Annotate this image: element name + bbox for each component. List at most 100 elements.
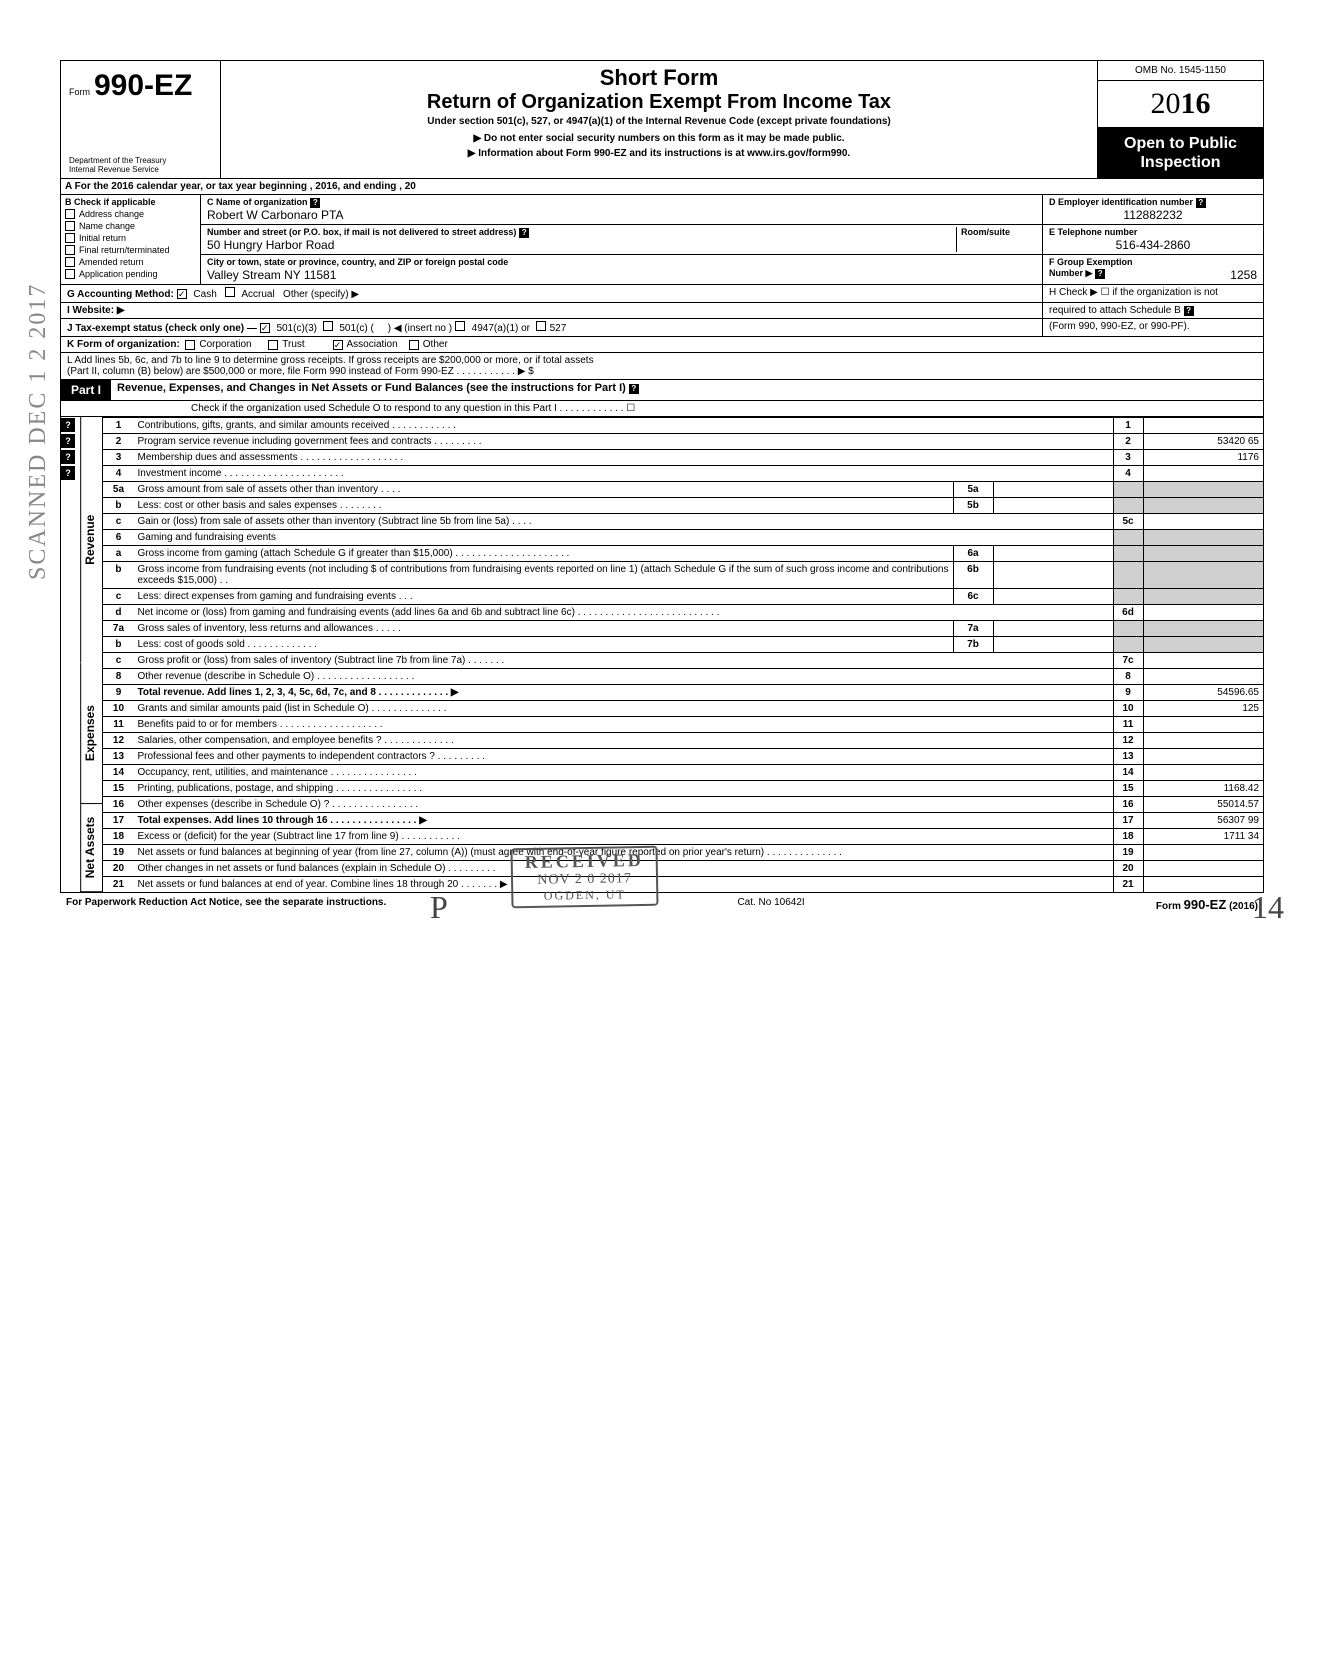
check-name-change[interactable]: Name change bbox=[65, 221, 196, 231]
line-number: c bbox=[103, 653, 133, 669]
col-def: D Employer identification number ? 11288… bbox=[1043, 195, 1263, 284]
check-4947[interactable] bbox=[455, 321, 465, 331]
sub-line-number: 6a bbox=[953, 546, 993, 562]
scanned-stamp: SCANNED DEC 1 2 2017 bbox=[25, 283, 52, 580]
line-value bbox=[1143, 877, 1263, 893]
table-row: cGain or (loss) from sale of assets othe… bbox=[103, 514, 1263, 530]
line-ref-number: 8 bbox=[1113, 669, 1143, 685]
line-ref-number: 20 bbox=[1113, 861, 1143, 877]
form-header-right: OMB No. 1545-1150 2016 Open to Public In… bbox=[1098, 61, 1263, 178]
line-number: 16 bbox=[103, 797, 133, 813]
line-value-shaded bbox=[1143, 498, 1263, 514]
check-schedule-o: Check if the organization used Schedule … bbox=[60, 401, 1264, 417]
sub-line-value bbox=[993, 482, 1113, 498]
line-value bbox=[1143, 669, 1263, 685]
line-number: 7a bbox=[103, 621, 133, 637]
check-pending[interactable]: Application pending bbox=[65, 269, 196, 279]
row-h: H Check ▶ ☐ if the organization is not bbox=[1043, 285, 1263, 302]
line-ref-shaded bbox=[1113, 589, 1143, 605]
line-description: Total revenue. Add lines 1, 2, 3, 4, 5c,… bbox=[133, 685, 1113, 701]
line-description: Gross sales of inventory, less returns a… bbox=[133, 621, 953, 637]
line-description: Program service revenue including govern… bbox=[133, 434, 1113, 450]
check-501c[interactable] bbox=[323, 321, 333, 331]
row-a-tax-year: A For the 2016 calendar year, or tax yea… bbox=[60, 179, 1264, 195]
row-i-website: I Website: ▶ bbox=[61, 303, 1043, 318]
check-501c3[interactable]: ✓ bbox=[260, 323, 270, 333]
line-description: Other changes in net assets or fund bala… bbox=[133, 861, 1113, 877]
footer-center: Cat. No 10642I bbox=[737, 897, 804, 912]
line-value: 1168.42 bbox=[1143, 781, 1263, 797]
line-number: 21 bbox=[103, 877, 133, 893]
check-527[interactable] bbox=[536, 321, 546, 331]
table-row: 18Excess or (deficit) for the year (Subt… bbox=[103, 829, 1263, 845]
sub-line-value bbox=[993, 621, 1113, 637]
table-row: bLess: cost of goods sold . . . . . . . … bbox=[103, 637, 1263, 653]
line-ref-shaded bbox=[1113, 498, 1143, 514]
table-row: 20Other changes in net assets or fund ba… bbox=[103, 861, 1263, 877]
line-value: 56307 99 bbox=[1143, 813, 1263, 829]
line-value-shaded bbox=[1143, 637, 1263, 653]
line-number: 19 bbox=[103, 845, 133, 861]
check-corp[interactable] bbox=[185, 340, 195, 350]
check-amended[interactable]: Amended return bbox=[65, 257, 196, 267]
check-initial-return[interactable]: Initial return bbox=[65, 233, 196, 243]
line-ref-number: 16 bbox=[1113, 797, 1143, 813]
section-expenses: Expenses bbox=[80, 663, 102, 804]
room-label: Room/suite bbox=[961, 227, 1010, 237]
form-header-center: Short Form Return of Organization Exempt… bbox=[221, 61, 1098, 178]
line-number: b bbox=[103, 562, 133, 589]
check-other[interactable] bbox=[409, 340, 419, 350]
form-header: Form 990-EZ Department of the Treasury I… bbox=[60, 60, 1264, 179]
line-description: Other expenses (describe in Schedule O) … bbox=[133, 797, 1113, 813]
line-description: Less: direct expenses from gaming and fu… bbox=[133, 589, 953, 605]
line-number: 4 bbox=[103, 466, 133, 482]
table-row: 9Total revenue. Add lines 1, 2, 3, 4, 5c… bbox=[103, 685, 1263, 701]
line-ref-number: 17 bbox=[1113, 813, 1143, 829]
line-value bbox=[1143, 717, 1263, 733]
line-description: Benefits paid to or for members . . . . … bbox=[133, 717, 1113, 733]
help-icon: ? bbox=[61, 466, 75, 480]
main-info-block: B Check if applicable Address change Nam… bbox=[60, 195, 1264, 285]
table-row: 10Grants and similar amounts paid (list … bbox=[103, 701, 1263, 717]
line-number: 14 bbox=[103, 765, 133, 781]
line-ref-number: 21 bbox=[1113, 877, 1143, 893]
check-accrual[interactable] bbox=[225, 287, 235, 297]
line-ref-number: 10 bbox=[1113, 701, 1143, 717]
check-final-return[interactable]: Final return/terminated bbox=[65, 245, 196, 255]
row-k: K Form of organization: Corporation Trus… bbox=[61, 337, 1263, 353]
table-row: 8Other revenue (describe in Schedule O) … bbox=[103, 669, 1263, 685]
line-description: Net income or (loss) from gaming and fun… bbox=[133, 605, 1113, 621]
line-ref-number: 6d bbox=[1113, 605, 1143, 621]
sub-line-value bbox=[993, 637, 1113, 653]
line-value bbox=[1143, 861, 1263, 877]
line-description: Gross income from fundraising events (no… bbox=[133, 562, 953, 589]
line-ref-shaded bbox=[1113, 621, 1143, 637]
name-label: C Name of organization bbox=[207, 197, 308, 207]
sub-line-value bbox=[993, 562, 1113, 589]
check-assoc[interactable]: ✓ bbox=[333, 340, 343, 350]
line-ref-number: 9 bbox=[1113, 685, 1143, 701]
line-value bbox=[1143, 653, 1263, 669]
line-ref-number: 3 bbox=[1113, 450, 1143, 466]
form-label: Form bbox=[69, 87, 90, 97]
line-value-shaded bbox=[1143, 589, 1263, 605]
table-row: 1Contributions, gifts, grants, and simil… bbox=[103, 418, 1263, 434]
sub-line-value bbox=[993, 589, 1113, 605]
table-row: cGross profit or (loss) from sales of in… bbox=[103, 653, 1263, 669]
help-icon: ? bbox=[61, 450, 75, 464]
year-box: 2016 bbox=[1098, 81, 1263, 128]
table-row: 11Benefits paid to or for members . . . … bbox=[103, 717, 1263, 733]
line-ref-number: 5c bbox=[1113, 514, 1143, 530]
line-description: Net assets or fund balances at beginning… bbox=[133, 845, 1113, 861]
check-cash[interactable]: ✓ bbox=[177, 289, 187, 299]
table-row: 14Occupancy, rent, utilities, and mainte… bbox=[103, 765, 1263, 781]
line-description: Contributions, gifts, grants, and simila… bbox=[133, 418, 1113, 434]
info-text: ▶ Information about Form 990-EZ and its … bbox=[229, 148, 1089, 159]
street-label: Number and street (or P.O. box, if mail … bbox=[207, 227, 516, 237]
line-value: 53420 65 bbox=[1143, 434, 1263, 450]
check-address-change[interactable]: Address change bbox=[65, 209, 196, 219]
line-description: Excess or (deficit) for the year (Subtra… bbox=[133, 829, 1113, 845]
table-row: 7aGross sales of inventory, less returns… bbox=[103, 621, 1263, 637]
check-trust[interactable] bbox=[268, 340, 278, 350]
line-number: 20 bbox=[103, 861, 133, 877]
